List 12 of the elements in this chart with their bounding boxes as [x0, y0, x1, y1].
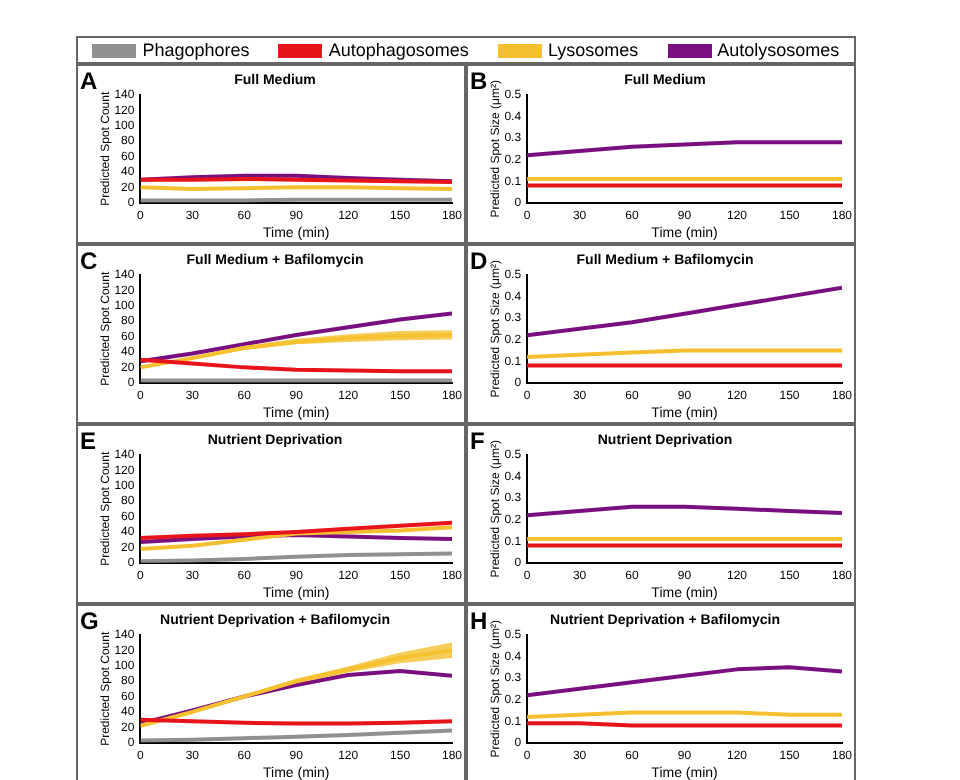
text: G — [80, 606, 99, 635]
text: C — [80, 246, 98, 275]
legend-label: Lysosomes — [547, 40, 639, 60]
legend-label: Phagophores — [142, 40, 250, 60]
text: F — [470, 426, 485, 455]
text: B — [470, 66, 488, 95]
text: H — [470, 606, 488, 635]
legend-label: Autophagosomes — [328, 40, 469, 60]
text: E — [80, 426, 97, 455]
text: D — [470, 246, 488, 275]
text: A — [80, 66, 98, 95]
legend-label: Autolysosomes — [717, 40, 840, 60]
